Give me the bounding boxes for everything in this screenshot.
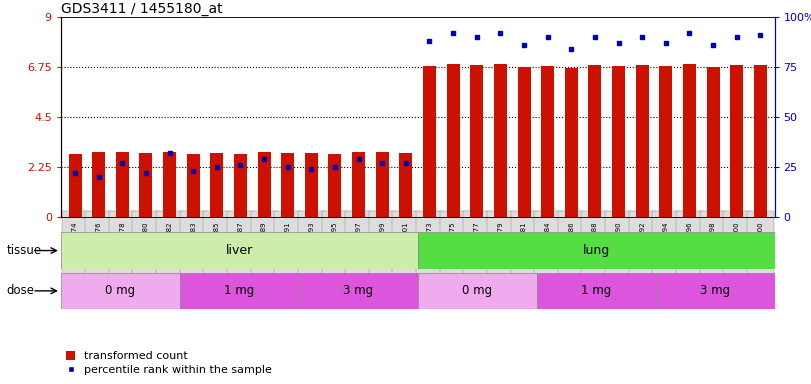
- Bar: [92, 152, 105, 217]
- Bar: [636, 65, 649, 217]
- Bar: [210, 152, 223, 217]
- Bar: [423, 66, 436, 217]
- Text: 0 mg: 0 mg: [462, 285, 492, 297]
- Bar: [281, 152, 294, 217]
- Bar: [180, 273, 298, 309]
- Legend: transformed count, percentile rank within the sample: transformed count, percentile rank withi…: [67, 351, 272, 375]
- Text: GDS3411 / 1455180_at: GDS3411 / 1455180_at: [61, 2, 222, 16]
- Bar: [187, 154, 200, 217]
- Text: liver: liver: [225, 244, 253, 257]
- Bar: [418, 273, 537, 309]
- Bar: [298, 273, 418, 309]
- Bar: [706, 67, 719, 217]
- Bar: [683, 64, 696, 217]
- Text: lung: lung: [582, 244, 610, 257]
- Bar: [352, 152, 365, 217]
- Text: 3 mg: 3 mg: [700, 285, 730, 297]
- Bar: [61, 232, 418, 269]
- Text: tissue: tissue: [6, 244, 41, 257]
- Bar: [494, 64, 507, 217]
- Text: 0 mg: 0 mg: [105, 285, 135, 297]
- Bar: [517, 67, 530, 217]
- Bar: [163, 152, 176, 217]
- Bar: [564, 68, 577, 217]
- Bar: [234, 154, 247, 217]
- Bar: [470, 65, 483, 217]
- Bar: [447, 64, 460, 217]
- Bar: [139, 152, 152, 217]
- Bar: [541, 66, 554, 217]
- Bar: [399, 152, 412, 217]
- Bar: [537, 273, 655, 309]
- Bar: [68, 154, 81, 217]
- Text: dose: dose: [6, 285, 35, 297]
- Text: 1 mg: 1 mg: [581, 285, 611, 297]
- Bar: [61, 273, 180, 309]
- Bar: [754, 65, 767, 217]
- Bar: [375, 152, 388, 217]
- Bar: [589, 65, 602, 217]
- Bar: [655, 273, 775, 309]
- Bar: [418, 232, 775, 269]
- Bar: [116, 152, 129, 217]
- Bar: [305, 152, 318, 217]
- Bar: [258, 152, 271, 217]
- Bar: [659, 66, 672, 217]
- Bar: [328, 154, 341, 217]
- Text: 3 mg: 3 mg: [343, 285, 373, 297]
- Bar: [612, 66, 625, 217]
- Text: 1 mg: 1 mg: [224, 285, 255, 297]
- Bar: [730, 65, 743, 217]
